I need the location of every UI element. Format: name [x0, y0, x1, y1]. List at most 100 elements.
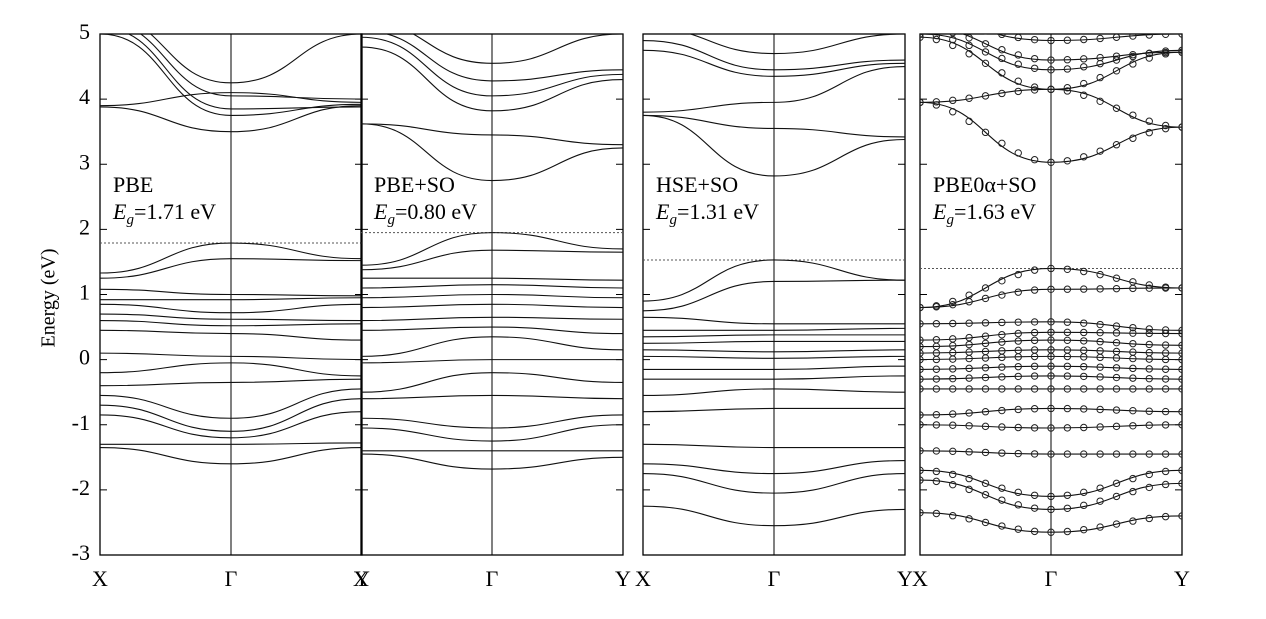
- band-marker: [1014, 353, 1022, 361]
- band-marker: [932, 447, 941, 455]
- band-marker: [920, 375, 924, 383]
- band-marker: [1014, 362, 1022, 371]
- band-marker: [1063, 285, 1072, 293]
- band-marker: [920, 365, 924, 374]
- band-marker: [920, 34, 924, 41]
- band-marker: [1161, 341, 1170, 349]
- band-marker: [1063, 504, 1072, 512]
- band-marker: [1145, 34, 1153, 39]
- band-marker: [1063, 265, 1072, 273]
- band-line: [100, 388, 362, 419]
- band-marker: [1080, 385, 1088, 393]
- band-marker: [998, 496, 1006, 504]
- band-line: [643, 279, 905, 312]
- band-marker: [981, 92, 990, 100]
- band-marker: [920, 355, 924, 364]
- band-marker: [1080, 337, 1088, 345]
- band-marker: [1129, 364, 1137, 373]
- band-marker: [1129, 34, 1137, 40]
- band-marker: [1129, 111, 1137, 119]
- band-marker: [981, 319, 990, 327]
- band-marker: [1047, 505, 1055, 514]
- band-line: [643, 334, 905, 338]
- band-marker: [933, 26, 939, 32]
- band-marker: [1096, 338, 1104, 346]
- band-marker: [965, 34, 973, 42]
- band-line: [643, 443, 905, 449]
- band-marker: [1096, 97, 1104, 106]
- band-marker: [932, 35, 941, 44]
- x-tick-label: Γ: [768, 566, 781, 591]
- band-line: [643, 473, 905, 494]
- y-axis-label: Energy (eV): [38, 248, 60, 347]
- band-line: [920, 267, 1182, 309]
- band-marker: [1014, 372, 1022, 381]
- band-marker: [1096, 270, 1104, 279]
- band-line: [100, 378, 362, 387]
- band-marker: [998, 69, 1006, 77]
- band-marker: [933, 19, 939, 25]
- y-tick-label: -2: [72, 475, 90, 500]
- band-marker: [1014, 405, 1022, 414]
- band-marker: [1112, 364, 1121, 372]
- band-line: [643, 460, 905, 475]
- band-marker: [920, 342, 924, 351]
- band-marker: [1030, 504, 1039, 512]
- band-marker: [1096, 373, 1104, 381]
- band-marker: [1080, 353, 1088, 361]
- band-marker: [1096, 523, 1104, 531]
- band-marker: [1080, 372, 1088, 381]
- band-marker: [1129, 487, 1137, 496]
- band-marker: [1178, 329, 1182, 338]
- gap-subscript: g: [946, 212, 954, 228]
- band-marker: [981, 385, 990, 393]
- band-marker: [1030, 35, 1039, 44]
- band-marker: [981, 40, 990, 48]
- band-marker: [1112, 354, 1121, 362]
- band-marker: [1030, 266, 1039, 274]
- band-marker: [981, 491, 990, 499]
- band-marker: [1047, 66, 1055, 74]
- band-marker: [1161, 480, 1170, 489]
- gap-value: =1.63 eV: [954, 199, 1036, 224]
- band-line: [920, 450, 1182, 455]
- band-marker: [1030, 372, 1039, 380]
- band-marker: [1063, 450, 1072, 458]
- band-marker: [932, 303, 941, 311]
- band-marker: [1161, 365, 1170, 373]
- band-marker: [920, 385, 924, 393]
- band-marker: [1145, 514, 1153, 523]
- band-marker: [1030, 450, 1039, 458]
- band-marker: [1145, 407, 1153, 415]
- band-marker: [981, 518, 990, 527]
- band-marker: [1145, 470, 1153, 479]
- band-marker: [920, 421, 924, 429]
- gap-subscript: g: [669, 212, 677, 228]
- x-tick-label: Γ: [225, 566, 238, 591]
- band-line: [100, 329, 362, 341]
- band-marker: [1080, 525, 1088, 534]
- band-marker: [1080, 153, 1088, 161]
- band-marker: [965, 374, 973, 382]
- band-marker: [1063, 491, 1072, 499]
- band-marker: [1063, 157, 1072, 165]
- x-tick-label: Γ: [486, 566, 499, 591]
- gap-value: =0.80 eV: [395, 199, 477, 224]
- band-marker: [1161, 355, 1170, 364]
- band-line: [643, 365, 905, 370]
- band-line: [643, 407, 905, 413]
- band-marker: [1063, 84, 1072, 92]
- band-line: [643, 316, 905, 325]
- band-marker: [1063, 328, 1072, 337]
- band-marker: [998, 385, 1006, 393]
- band-marker: [981, 422, 990, 431]
- bands-group: [920, 19, 1182, 536]
- band-marker: [1063, 56, 1072, 64]
- band-marker: [920, 411, 924, 419]
- band-marker: [998, 373, 1006, 381]
- x-tick-label: Y: [615, 566, 631, 591]
- band-marker: [932, 98, 941, 106]
- band-marker: [1112, 67, 1121, 75]
